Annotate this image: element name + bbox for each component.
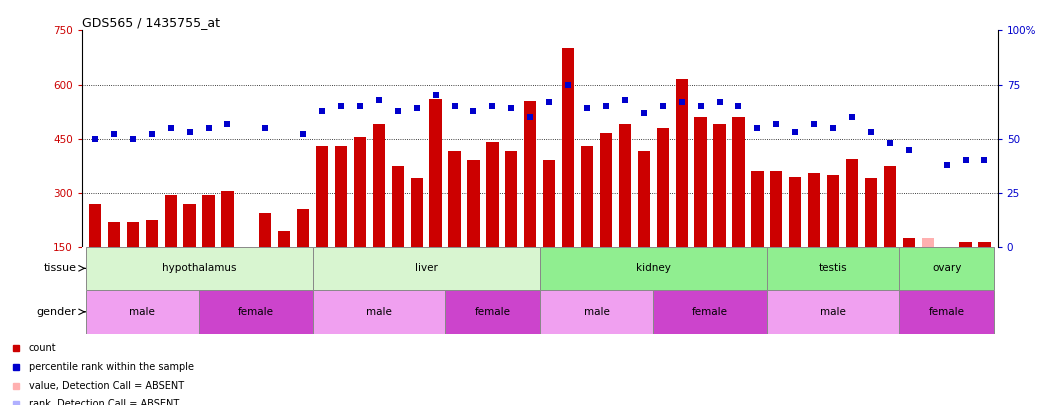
Bar [653,290,767,334]
Bar [449,151,461,247]
Bar [183,204,196,247]
Text: female: female [475,307,510,317]
Text: female: female [238,307,274,317]
Bar [445,290,540,334]
Text: ovary: ovary [932,263,961,273]
Text: liver: liver [415,263,438,273]
Bar [312,290,445,334]
Bar [373,124,385,247]
Text: value, Detection Call = ABSENT: value, Detection Call = ABSENT [29,381,184,390]
Bar [467,160,480,247]
Bar [657,128,669,247]
Bar [146,220,158,247]
Bar [637,151,650,247]
Text: gender: gender [37,307,77,317]
Bar [86,290,199,334]
Bar [86,247,312,290]
Bar [335,146,347,247]
Bar [846,159,858,247]
Bar [767,290,899,334]
Bar [562,49,574,247]
Bar [354,137,366,247]
Bar [695,117,706,247]
Bar [767,247,899,290]
Bar [808,173,821,247]
Bar [733,117,744,247]
Bar [543,160,555,247]
Bar [430,99,442,247]
Bar [751,171,764,247]
Bar [524,101,537,247]
Bar [883,166,896,247]
Text: female: female [929,307,964,317]
Bar [940,247,953,263]
Bar [259,213,271,247]
Text: kidney: kidney [636,263,671,273]
Bar [899,290,994,334]
Bar [315,146,328,247]
Text: male: male [129,307,155,317]
Bar [865,179,877,247]
Bar [89,204,102,247]
Text: male: male [366,307,392,317]
Bar [789,177,802,247]
Bar [540,290,653,334]
Bar [921,238,934,247]
Text: tissue: tissue [44,263,77,273]
Bar [165,195,177,247]
Bar [618,124,631,247]
Bar [902,238,915,247]
Bar [278,231,290,247]
Bar [676,79,687,247]
Bar [959,242,971,247]
Bar [714,124,725,247]
Bar [599,133,612,247]
Bar [127,222,139,247]
Bar [581,146,593,247]
Bar [827,175,839,247]
Bar [240,247,253,252]
Text: male: male [821,307,846,317]
Bar [297,209,309,247]
Bar [899,247,994,290]
Text: count: count [29,343,57,353]
Bar [312,247,540,290]
Bar [770,171,783,247]
Bar [505,151,518,247]
Bar [411,179,422,247]
Bar [108,222,121,247]
Bar [199,290,312,334]
Text: hypothalamus: hypothalamus [161,263,237,273]
Bar [221,191,234,247]
Bar [978,242,990,247]
Bar [202,195,215,247]
Text: male: male [584,307,610,317]
Text: rank, Detection Call = ABSENT: rank, Detection Call = ABSENT [29,399,179,405]
Text: female: female [692,307,728,317]
Text: testis: testis [818,263,848,273]
Bar [540,247,767,290]
Text: percentile rank within the sample: percentile rank within the sample [29,362,194,372]
Text: GDS565 / 1435755_at: GDS565 / 1435755_at [82,16,220,29]
Bar [486,142,499,247]
Bar [392,166,403,247]
